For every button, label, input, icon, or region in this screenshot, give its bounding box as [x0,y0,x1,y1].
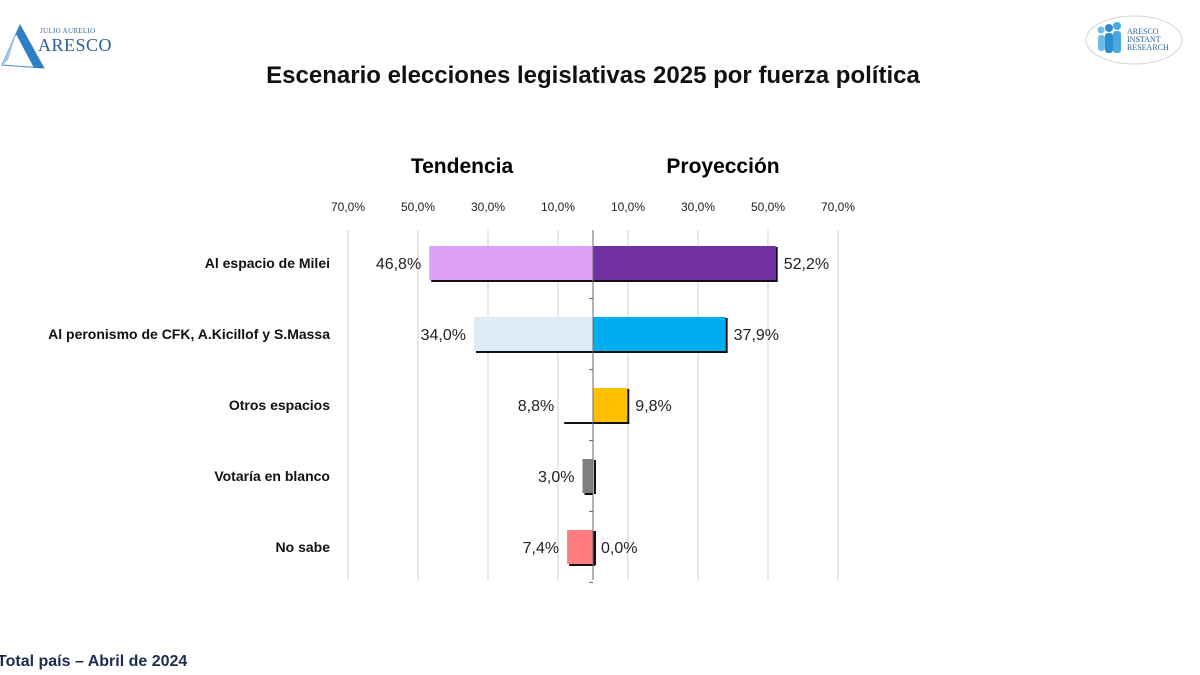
bar-fill [582,459,593,493]
bar-tendencia-4 [567,530,593,566]
x-tick-label: 30,0% [681,200,715,214]
data-label: 3,0% [538,469,574,486]
category-label: Otros espacios [229,397,330,413]
bar-fill [593,317,726,351]
x-tick-label: 50,0% [401,200,435,214]
panel-title-tendencia: Tendencia [411,155,514,178]
data-label: 37,9% [734,327,779,344]
people-group-logo-icon [1085,15,1183,65]
x-tick-label: 10,0% [541,200,575,214]
x-tick-label: 10,0% [611,200,645,214]
category-label: Votaría en blanco [214,468,330,484]
data-label: 9,8% [635,398,671,415]
data-label: 52,2% [784,256,829,273]
logo-text: ARESCO INSTANT RESEARCH [1127,27,1169,52]
chart-title: Escenario elecciones legislativas 2025 p… [266,62,920,89]
x-tick-labels: 70,0% 50,0% 30,0% 10,0% 10,0% 30,0% 50,0% 70,0% [331,200,855,214]
bar-tendencia-1 [474,317,593,353]
logo-subtitle: JULIO AURELIO [40,27,96,35]
aresco-instant-research-logo: ARESCO INSTANT RESEARCH [1084,10,1196,70]
x-tick-label: 30,0% [471,200,505,214]
category-label: Al peronismo de CFK, A.Kicillof y S.Mass… [48,326,330,342]
triangle-logo-icon [1,23,45,69]
data-label: 34,0% [421,327,466,344]
bars [429,246,778,583]
x-tick-label: 50,0% [751,200,785,214]
bar-tendencia-3 [582,459,593,495]
category-label: No sabe [276,539,331,555]
data-labels: 46,8% 34,0% 8,8% 3,0% 7,4% 52,2% 37,9% 9,8% 0,0% [376,256,829,557]
logo-title: ARESCO [38,35,113,55]
data-label: 8,8% [518,398,554,415]
bar-fill [474,317,593,351]
bar-fill [593,246,776,280]
gridlines [347,230,839,580]
panel-title-proyeccion: Proyección [666,155,779,178]
bar-proyección-1 [593,317,728,353]
bar-tendencia-0 [429,246,593,282]
bar-proyección-2 [593,388,630,424]
category-label: Al espacio de Milei [205,255,330,271]
bar-fill [429,246,593,280]
bar-fill [593,388,628,422]
data-label: 0,0% [601,540,637,557]
bar-fill [567,530,593,564]
x-tick-label: 70,0% [821,200,855,214]
category-labels: Al espacio de Milei Al peronismo de CFK, … [48,255,330,555]
data-label: 46,8% [376,256,421,273]
bar-proyección-0 [593,246,778,282]
data-label: 7,4% [523,540,559,557]
x-tick-label: 70,0% [331,200,365,214]
footnote: Total país – Abril de 2024 [0,653,188,670]
julio-aurelio-aresco-logo: JULIO AURELIO ARESCO [0,12,113,69]
